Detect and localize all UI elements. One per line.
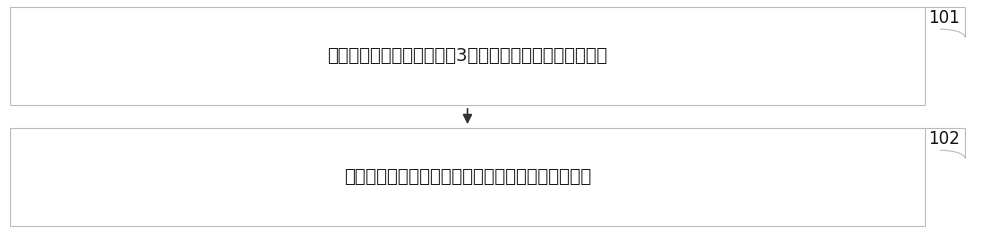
Bar bbox=[10, 7, 925, 105]
Text: 102: 102 bbox=[928, 130, 960, 148]
Bar bbox=[10, 128, 925, 226]
Text: 微处理器对数字信号进行处理，解调出各个被测信号: 微处理器对数字信号进行处理，解调出各个被测信号 bbox=[344, 168, 591, 186]
Text: 101: 101 bbox=[928, 9, 960, 27]
Text: 混合信号由单路模数转换器3转换成数字信号送入微处理器: 混合信号由单路模数转换器3转换成数字信号送入微处理器 bbox=[327, 47, 608, 65]
